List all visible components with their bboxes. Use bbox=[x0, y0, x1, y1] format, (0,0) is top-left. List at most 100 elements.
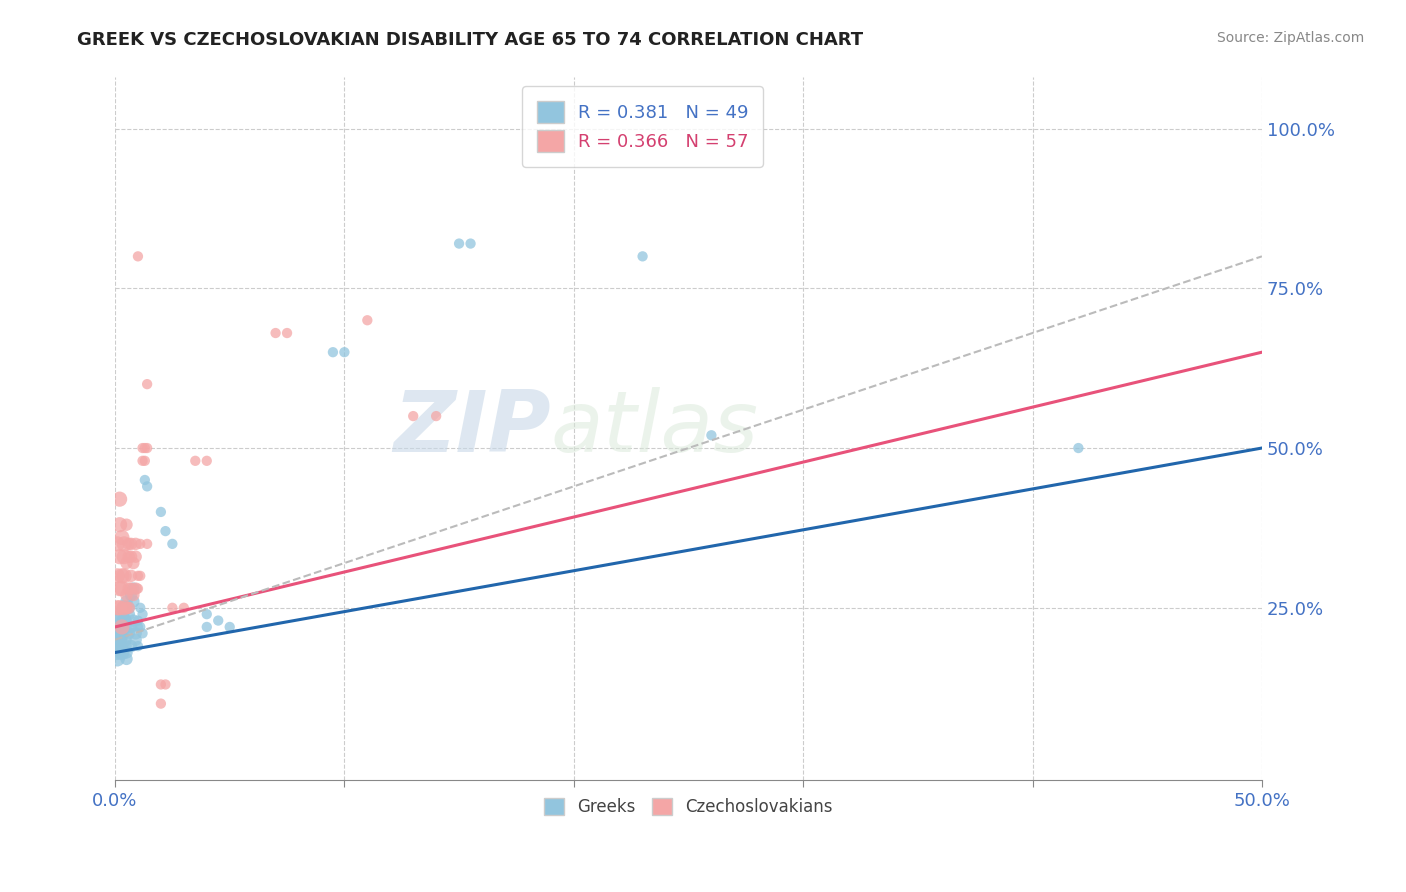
Point bbox=[115, 600, 138, 615]
Point bbox=[425, 409, 447, 423]
Point bbox=[120, 620, 142, 634]
Point bbox=[131, 626, 153, 640]
Point bbox=[115, 556, 138, 570]
Point bbox=[108, 639, 131, 653]
Point bbox=[149, 505, 172, 519]
Point bbox=[115, 588, 138, 602]
Point bbox=[449, 236, 471, 251]
Point bbox=[122, 582, 145, 596]
Point bbox=[111, 531, 134, 545]
Point bbox=[118, 582, 141, 596]
Text: GREEK VS CZECHOSLOVAKIAN DISABILITY AGE 65 TO 74 CORRELATION CHART: GREEK VS CZECHOSLOVAKIAN DISABILITY AGE … bbox=[77, 31, 863, 49]
Point bbox=[124, 632, 146, 647]
Text: ZIP: ZIP bbox=[394, 387, 551, 470]
Point bbox=[118, 626, 141, 640]
Point bbox=[120, 537, 142, 551]
Point bbox=[129, 537, 152, 551]
Point bbox=[111, 569, 134, 583]
Point bbox=[118, 549, 141, 564]
Text: Source: ZipAtlas.com: Source: ZipAtlas.com bbox=[1216, 31, 1364, 45]
Point bbox=[118, 607, 141, 622]
Point bbox=[129, 600, 152, 615]
Point bbox=[120, 639, 142, 653]
Point bbox=[108, 600, 131, 615]
Point bbox=[129, 569, 152, 583]
Point bbox=[108, 582, 131, 596]
Point bbox=[105, 646, 128, 660]
Point bbox=[127, 569, 149, 583]
Point bbox=[195, 620, 218, 634]
Text: atlas: atlas bbox=[551, 387, 759, 470]
Point bbox=[134, 441, 156, 455]
Point bbox=[115, 652, 138, 666]
Point bbox=[131, 454, 153, 468]
Point bbox=[264, 326, 287, 340]
Point bbox=[115, 517, 138, 532]
Point bbox=[127, 249, 149, 263]
Point bbox=[112, 569, 135, 583]
Point bbox=[195, 607, 218, 622]
Point bbox=[127, 639, 149, 653]
Point bbox=[162, 537, 184, 551]
Point bbox=[333, 345, 356, 359]
Point bbox=[115, 620, 138, 634]
Point bbox=[120, 549, 142, 564]
Point bbox=[115, 594, 138, 608]
Point bbox=[118, 537, 141, 551]
Point bbox=[111, 646, 134, 660]
Point bbox=[112, 537, 135, 551]
Point bbox=[195, 454, 218, 468]
Point bbox=[105, 600, 128, 615]
Point bbox=[631, 249, 654, 263]
Point bbox=[218, 620, 240, 634]
Point bbox=[112, 614, 135, 628]
Point bbox=[108, 626, 131, 640]
Point bbox=[105, 652, 128, 666]
Point bbox=[108, 549, 131, 564]
Point bbox=[129, 620, 152, 634]
Point bbox=[124, 626, 146, 640]
Point bbox=[124, 549, 146, 564]
Point bbox=[124, 537, 146, 551]
Point bbox=[122, 594, 145, 608]
Legend: Greeks, Czechoslovakians: Greeks, Czechoslovakians bbox=[536, 789, 841, 825]
Point bbox=[155, 524, 177, 538]
Point bbox=[136, 441, 159, 455]
Point bbox=[118, 600, 141, 615]
Point bbox=[134, 473, 156, 487]
Point bbox=[111, 620, 134, 634]
Point bbox=[108, 517, 131, 532]
Point bbox=[700, 428, 723, 442]
Point bbox=[460, 236, 482, 251]
Point bbox=[112, 600, 135, 615]
Point bbox=[111, 620, 134, 634]
Point bbox=[149, 697, 172, 711]
Point bbox=[136, 377, 159, 392]
Point bbox=[112, 600, 135, 615]
Point bbox=[127, 620, 149, 634]
Point bbox=[276, 326, 298, 340]
Point bbox=[127, 582, 149, 596]
Point bbox=[322, 345, 344, 359]
Point bbox=[112, 632, 135, 647]
Point bbox=[105, 620, 128, 634]
Point bbox=[111, 607, 134, 622]
Point bbox=[108, 632, 131, 647]
Point bbox=[111, 582, 134, 596]
Point bbox=[155, 677, 177, 691]
Point bbox=[136, 537, 159, 551]
Point bbox=[136, 479, 159, 493]
Point bbox=[207, 614, 229, 628]
Point bbox=[122, 614, 145, 628]
Point bbox=[127, 614, 149, 628]
Point bbox=[105, 569, 128, 583]
Point bbox=[118, 600, 141, 615]
Point bbox=[131, 607, 153, 622]
Point bbox=[402, 409, 425, 423]
Point bbox=[112, 639, 135, 653]
Point bbox=[124, 582, 146, 596]
Point bbox=[111, 626, 134, 640]
Point bbox=[1067, 441, 1090, 455]
Point bbox=[120, 588, 142, 602]
Point bbox=[162, 600, 184, 615]
